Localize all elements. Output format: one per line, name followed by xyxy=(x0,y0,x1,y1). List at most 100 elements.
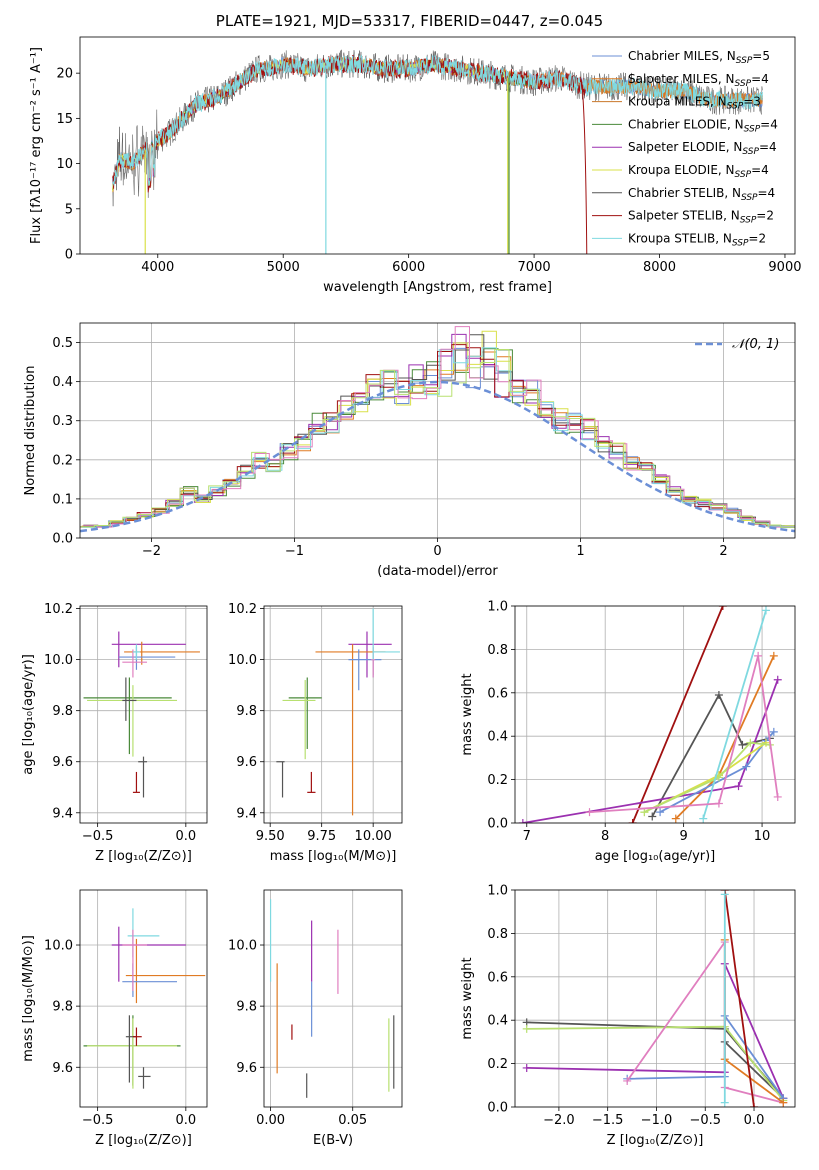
axes-frame xyxy=(79,605,208,824)
x-tick-label: −1.0 xyxy=(641,1113,673,1128)
x-tick-label: −0.5 xyxy=(82,1113,114,1128)
plot-area xyxy=(518,606,782,823)
chart-mass_vs_ebv: 0.00 0.05 9.6 9.8 10.0 E(B-V) xyxy=(228,889,403,1148)
x-tick-label: 7 xyxy=(523,829,531,844)
weight-marker xyxy=(742,762,751,771)
axes-frame xyxy=(79,322,796,539)
normal-curve xyxy=(80,380,795,533)
plot-area xyxy=(522,890,788,1107)
legend-label: Chabrier MILES, NSSP=5 xyxy=(628,49,770,66)
plot-area xyxy=(276,608,400,816)
y-tick-label: 9.8 xyxy=(52,704,73,719)
y-tick-label: 0.2 xyxy=(487,1057,508,1072)
x-tick-label: −2 xyxy=(142,544,161,559)
figure-title: PLATE=1921, MJD=53317, FIBERID=0447, z=0… xyxy=(215,12,604,30)
legend-label: Chabrier STELIB, NSSP=4 xyxy=(628,186,775,203)
y-axis-label: age [log₁₀(age/yr)] xyxy=(21,654,36,775)
histogram-kroupa_stelib xyxy=(81,347,795,528)
y-tick-label: 9.6 xyxy=(52,755,73,770)
weight-line-lime xyxy=(644,741,771,813)
x-tick-label: 7000 xyxy=(518,260,551,275)
y-tick-label: 10.0 xyxy=(228,939,257,954)
weight-line-salpeter_stelib xyxy=(631,606,724,823)
x-tick-label: 0.0 xyxy=(175,829,196,844)
x-axis-label: (data-model)/error xyxy=(377,564,498,579)
chart-mass_weight_vs_age: 7 8 9 10 0.0 0.2 0.4 0.6 0.8 1.0 age [log₁₀(age/yr… xyxy=(460,600,796,864)
x-tick-label: 9000 xyxy=(768,260,801,275)
x-tick-label: 8000 xyxy=(643,260,676,275)
weight-marker xyxy=(773,792,782,801)
y-tick-label: 0.2 xyxy=(487,773,508,788)
axes-frame xyxy=(79,36,796,255)
x-tick-label: 1 xyxy=(576,544,584,559)
chart-age_vs_Z: −0.5 0.0 9.4 9.6 9.8 10.0 10.2 Z [log₁₀(Z/Z⊙)] a… xyxy=(21,602,208,864)
y-tick-label: 0.6 xyxy=(487,686,508,701)
y-axis-label: mass weight xyxy=(460,957,475,1039)
chart-spectrum: 4000 5000 6000 7000 8000 9000 0 5 10 15 20 waveleng… xyxy=(29,36,802,295)
x-tick-label: 0.05 xyxy=(338,1113,367,1128)
x-axis-label: wavelength [Angstrom, rest frame] xyxy=(323,280,552,295)
axes-frame xyxy=(514,605,796,824)
x-axis-label: age [log₁₀(age/yr)] xyxy=(595,849,716,864)
axes-frame xyxy=(514,889,796,1108)
x-tick-label: 9.75 xyxy=(307,829,336,844)
weight-marker xyxy=(738,740,747,749)
weight-marker xyxy=(750,1103,759,1107)
weight-marker xyxy=(585,808,594,817)
weight-marker xyxy=(714,690,723,699)
axes-frame xyxy=(79,889,208,1108)
weight-line-pink xyxy=(589,655,779,813)
y-tick-label: 0 xyxy=(65,248,73,263)
y-tick-label: 5 xyxy=(65,202,73,217)
x-axis-label: Z [log₁₀(Z/Z⊙)] xyxy=(95,849,192,864)
x-tick-label: 6000 xyxy=(392,260,425,275)
y-axis-label: Flux [fλ10⁻¹⁷ erg cm⁻² s⁻¹ A⁻¹] xyxy=(29,47,44,244)
axes-frame xyxy=(263,605,403,824)
legend-label: Salpeter MILES, NSSP=4 xyxy=(628,72,769,89)
x-tick-label: −0.5 xyxy=(82,829,114,844)
x-axis-label: Z [log₁₀(Z/Z⊙)] xyxy=(607,1133,704,1148)
x-tick-label: 10.00 xyxy=(355,829,392,844)
plot-area xyxy=(112,49,763,254)
weight-marker xyxy=(754,651,763,660)
legend-label: Kroupa ELODIE, NSSP=4 xyxy=(628,163,769,180)
y-tick-label: 9.8 xyxy=(52,1000,73,1015)
y-tick-label: 10.0 xyxy=(228,653,257,668)
x-tick-label: −1 xyxy=(285,544,304,559)
x-tick-label: 5000 xyxy=(267,260,300,275)
axes-frame xyxy=(263,889,403,1108)
weight-marker xyxy=(640,808,649,817)
y-tick-label: 10.0 xyxy=(44,653,73,668)
x-tick-label: 0 xyxy=(433,544,441,559)
weight-marker xyxy=(522,1024,531,1033)
weight-marker xyxy=(779,1098,788,1107)
x-axis-label: E(B-V) xyxy=(313,1133,353,1148)
x-tick-label: 0.0 xyxy=(744,1113,765,1128)
plot-area xyxy=(80,326,795,533)
y-axis-label: mass weight xyxy=(460,673,475,755)
y-tick-label: 0.4 xyxy=(487,1014,508,1029)
chart-residuals: −2 −1 0 1 2 0.0 0.1 0.2 0.3 0.4 0.5 (data-model)/er… xyxy=(23,322,796,579)
legend: Chabrier MILES, NSSP=5 Salpeter MILES, NS… xyxy=(592,49,778,248)
weight-marker xyxy=(648,812,657,821)
weight-marker xyxy=(699,814,708,823)
weight-marker xyxy=(720,890,729,899)
x-tick-label: 9.50 xyxy=(256,829,285,844)
x-tick-label: 0.0 xyxy=(175,1113,196,1128)
x-tick-label: 8 xyxy=(601,829,609,844)
y-tick-label: 0.5 xyxy=(52,336,73,351)
y-tick-label: 0.3 xyxy=(52,414,73,429)
spectrum-kroupa_stelib xyxy=(112,54,763,186)
plot-area xyxy=(83,908,206,1089)
weight-marker xyxy=(773,675,782,684)
y-tick-label: 9.6 xyxy=(52,1061,73,1076)
weight-marker xyxy=(761,606,770,615)
weight-marker xyxy=(628,819,637,823)
y-tick-label: 10.2 xyxy=(44,602,73,617)
weight-line-salpeter_stelib xyxy=(723,890,755,1107)
weight-marker xyxy=(769,727,778,736)
y-tick-label: 0.0 xyxy=(487,817,508,832)
weight-marker xyxy=(769,651,778,660)
legend-label: Chabrier ELODIE, NSSP=4 xyxy=(628,117,778,134)
y-axis-label: mass [log₁₀(M/M⊙)] xyxy=(21,935,36,1062)
